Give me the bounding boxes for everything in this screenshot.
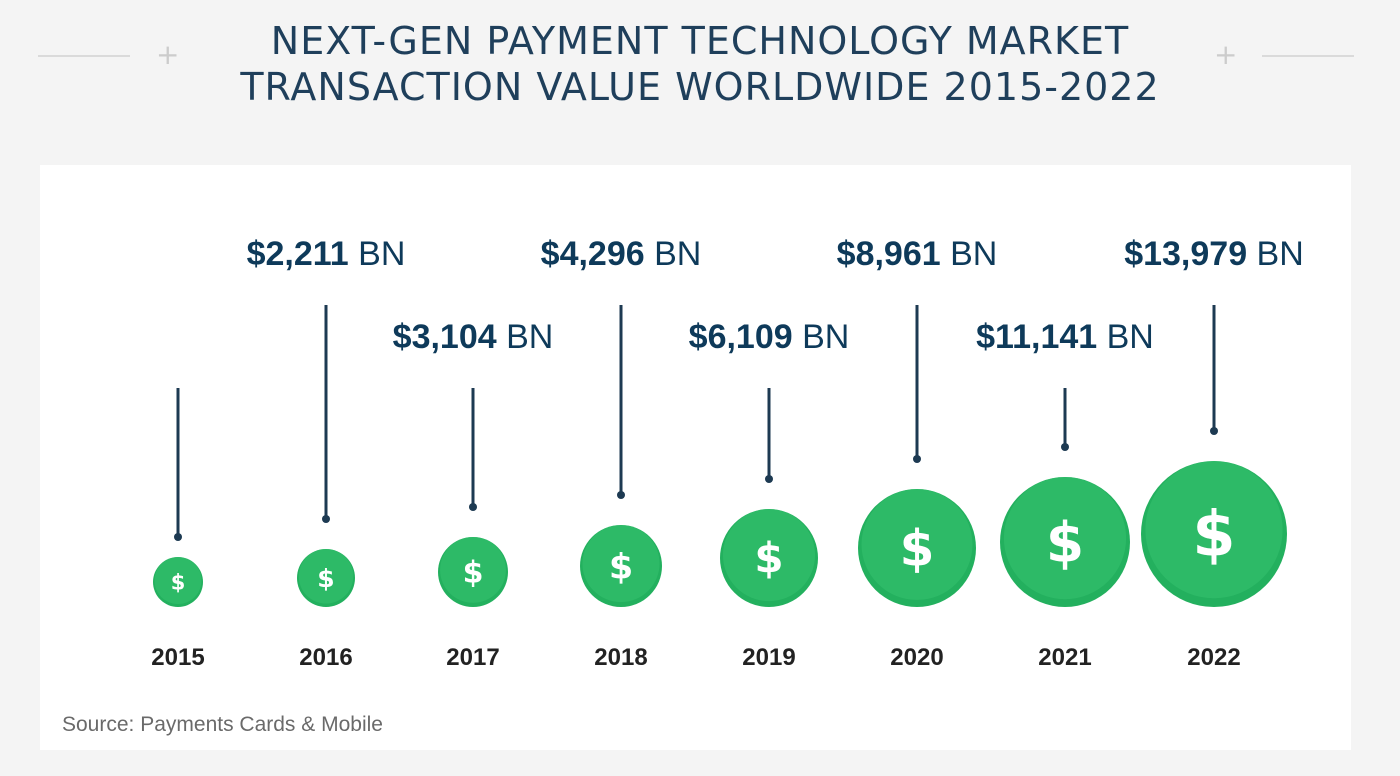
header-left-rule	[38, 55, 130, 57]
year-label-2016: 2016	[299, 644, 352, 671]
header-left-plus-icon: +	[156, 38, 180, 71]
value-label-2016: $2,211 BN	[247, 235, 406, 273]
coin-highlight	[440, 537, 506, 603]
stem-dot-2017	[469, 503, 477, 511]
year-label-2019: 2019	[742, 644, 795, 671]
stem-dot-2018	[617, 491, 625, 499]
dollar-sign-icon: $	[463, 556, 484, 591]
year-label-2022: 2022	[1187, 644, 1240, 671]
coin-highlight	[1003, 477, 1127, 600]
dollar-sign-icon: $	[754, 534, 783, 583]
stem-dot-2015	[174, 533, 182, 541]
coin-highlight	[298, 549, 354, 604]
chart-header: + NEXT-GEN PAYMENT TECHNOLOGY MARKET TRA…	[0, 8, 1400, 118]
dollar-sign-icon: $	[171, 570, 186, 594]
value-label-2018: $4,296 BN	[541, 235, 702, 273]
dollar-sign-icon: $	[1192, 498, 1235, 571]
coin-highlight	[582, 525, 660, 603]
source-note: Source: Payments Cards & Mobile	[62, 713, 383, 736]
value-label-2022: $13,979 BN	[1124, 235, 1304, 273]
stem-dot-2020	[913, 455, 921, 463]
dollar-sign-icon: $	[317, 564, 334, 593]
chart-title-line-1: NEXT-GEN PAYMENT TECHNOLOGY MARKET	[270, 19, 1130, 63]
value-label-2020: $8,961 BN	[837, 235, 998, 273]
stem-dot-2021	[1061, 443, 1069, 451]
year-label-2017: 2017	[446, 644, 499, 671]
year-label-2021: 2021	[1038, 644, 1091, 671]
dollar-sign-icon: $	[1046, 510, 1084, 574]
value-label-2017: $3,104 BN	[393, 318, 554, 356]
stem-dot-2016	[322, 515, 330, 523]
dollar-sign-icon: $	[609, 547, 633, 587]
coin-highlight	[861, 489, 973, 600]
stem-dot-2019	[765, 475, 773, 483]
coin-highlight	[154, 557, 202, 604]
year-label-2018: 2018	[594, 644, 647, 671]
header-right-plus-icon: +	[1214, 38, 1238, 71]
header-right-rule	[1262, 55, 1354, 57]
year-label-2015: 2015	[151, 644, 204, 671]
chart-panel: $2015 $2016 $2,211 BN $2017 $3,104 BN $2018 $4…	[40, 165, 1351, 750]
coin-chart: $2015 $2016 $2,211 BN $2017 $3,104 BN $2018 $4…	[151, 235, 1304, 671]
year-label-2020: 2020	[890, 644, 943, 671]
coin-highlight	[1145, 461, 1283, 599]
coin-highlight	[722, 509, 816, 602]
value-label-2019: $6,109 BN	[689, 318, 850, 356]
value-label-2021: $11,141 BN	[976, 318, 1154, 356]
stem-dot-2022	[1210, 427, 1218, 435]
chart-title-line-2: TRANSACTION VALUE WORLDWIDE 2015-2022	[240, 65, 1160, 109]
dollar-sign-icon: $	[900, 520, 935, 578]
